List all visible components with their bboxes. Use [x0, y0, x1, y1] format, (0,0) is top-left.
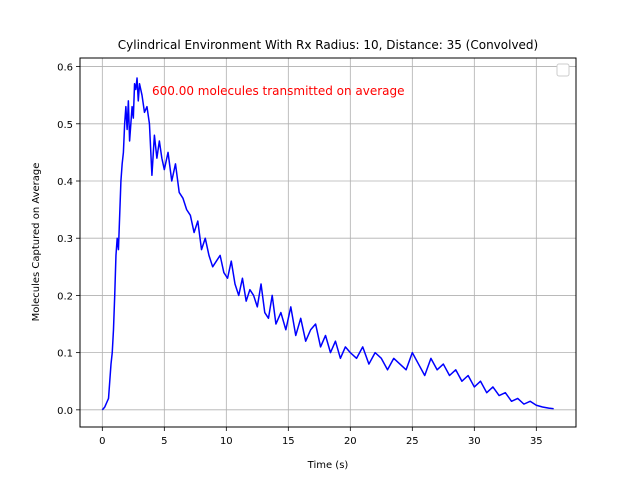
x-tick-label: 10	[220, 436, 233, 447]
x-tick-label: 20	[344, 436, 357, 447]
y-tick-label: 0.1	[57, 349, 73, 360]
legend-box	[556, 63, 570, 77]
y-tick-label: 0.3	[57, 234, 73, 245]
y-tick-label: 0.5	[57, 120, 73, 131]
x-tick-label: 35	[530, 436, 543, 447]
x-tick-label: 15	[282, 436, 295, 447]
chart-title: Cylindrical Environment With Rx Radius: …	[118, 38, 538, 52]
series-line-0	[101, 77, 554, 411]
plot-frame	[79, 57, 577, 428]
axis-ticks: 0 5 10 15 20 25 30 35 0.0 0.1 0.2 0.3 0.4 0.5 0.6	[57, 63, 543, 447]
y-tick-label: 0.6	[57, 63, 73, 74]
y-axis-label: Molecules Captured on Average	[31, 163, 42, 322]
y-tick-label: 0.2	[57, 291, 73, 302]
y-tick-label: 0.0	[57, 406, 73, 417]
x-tick-label: 5	[161, 436, 167, 447]
x-tick-label: 25	[406, 436, 419, 447]
x-tick-label: 0	[99, 436, 105, 447]
grid	[80, 58, 576, 427]
x-tick-label: 30	[468, 436, 481, 447]
y-tick-label: 0.4	[57, 177, 73, 188]
series-layer	[101, 77, 554, 411]
annotation-text: 600.00 molecules transmitted on average	[152, 84, 405, 98]
x-axis-label: Time (s)	[307, 460, 349, 471]
